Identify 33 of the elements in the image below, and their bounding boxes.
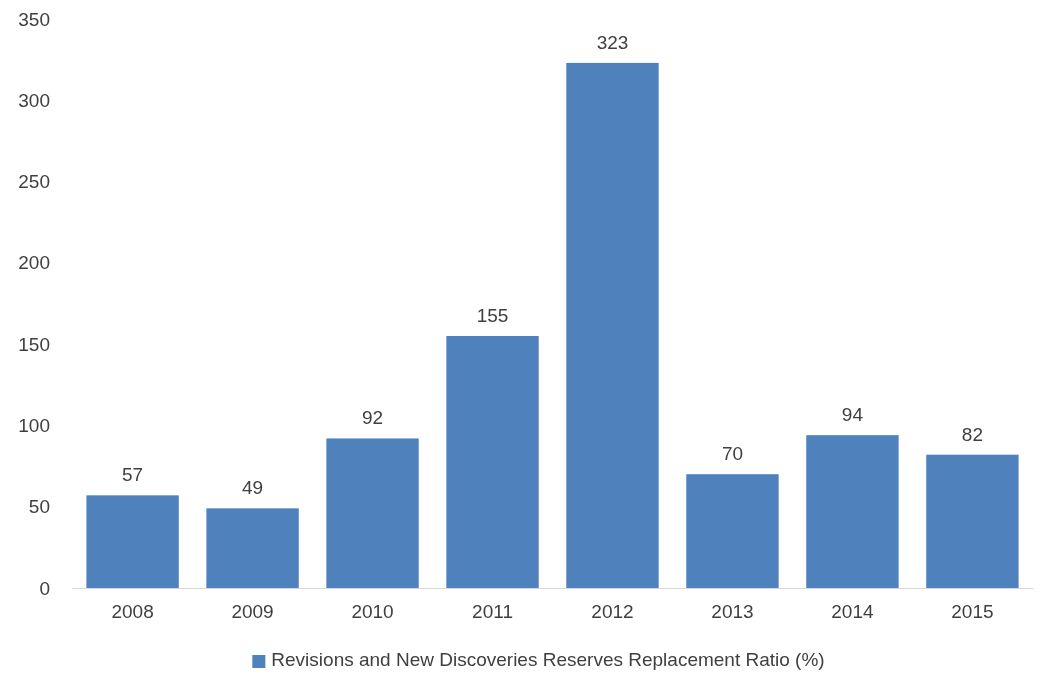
y-tick-label: 300 <box>18 89 50 111</box>
data-label: 92 <box>361 407 384 429</box>
bar <box>686 474 779 588</box>
y-tick-label: 50 <box>28 496 50 518</box>
bar <box>926 454 1019 588</box>
legend-label: Revisions and New Discoveries Reserves Replacement Ratio (%) <box>271 649 825 670</box>
x-tick-label: 2009 <box>231 600 274 622</box>
x-tick-label: 2010 <box>351 600 394 622</box>
y-tick-label: 100 <box>18 415 50 437</box>
x-tick-label: 2008 <box>111 600 154 622</box>
x-tick-label: 2012 <box>591 600 634 622</box>
data-label: 49 <box>241 477 264 499</box>
y-tick-label: 0 <box>39 577 50 599</box>
x-tick-label: 2015 <box>951 600 994 622</box>
bar <box>206 508 299 588</box>
data-label: 57 <box>122 464 144 486</box>
x-tick-label: 2014 <box>831 600 874 622</box>
data-label: 70 <box>721 443 744 465</box>
y-tick-label: 350 <box>18 8 50 30</box>
y-tick-label: 250 <box>18 171 50 193</box>
data-label: 155 <box>476 305 509 327</box>
bar <box>446 336 539 588</box>
y-tick-label: 200 <box>18 252 50 274</box>
bar <box>806 435 899 588</box>
bar <box>86 495 179 588</box>
data-label: 82 <box>961 423 983 445</box>
x-tick-label: 2011 <box>472 600 513 622</box>
bar <box>566 62 659 588</box>
y-tick-label: 150 <box>18 333 50 355</box>
data-label: 323 <box>596 31 629 53</box>
bar <box>326 438 419 588</box>
x-tick-label: 2013 <box>711 600 754 622</box>
data-label: 94 <box>841 404 864 426</box>
